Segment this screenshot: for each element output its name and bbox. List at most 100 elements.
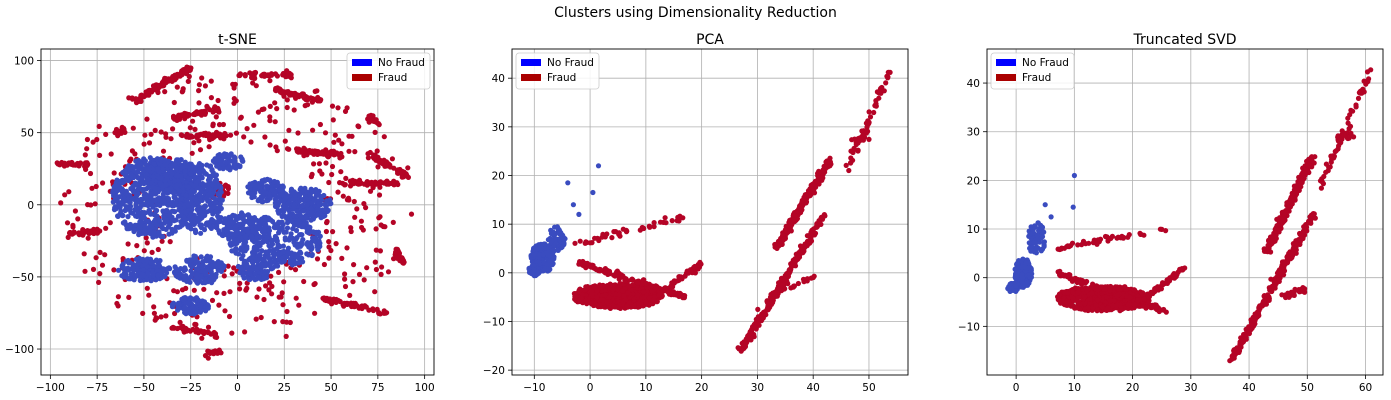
fraud-point (405, 165, 411, 171)
fraud-point (286, 146, 292, 152)
fraud-point (196, 82, 202, 88)
fraud-point (272, 100, 278, 106)
fraud-point (251, 122, 257, 128)
fraud-point (322, 130, 329, 136)
fraud-point (96, 123, 102, 129)
tsne-points (54, 64, 415, 361)
fraud-point (90, 266, 97, 272)
fraud-point (155, 246, 161, 253)
fraud-point (209, 297, 216, 303)
fraud-point (151, 304, 157, 310)
fraud-point (346, 133, 352, 139)
fraud-point (190, 118, 196, 124)
fraud-point (273, 144, 279, 150)
fraud-point (93, 183, 99, 190)
fraud-point (146, 292, 152, 298)
fraud-point (127, 158, 133, 164)
fraud-point (244, 285, 250, 291)
fraud-point (82, 164, 88, 170)
fraud-point (346, 148, 352, 154)
fraud-point (323, 228, 329, 235)
fraud-point (367, 188, 374, 194)
fraud-point (183, 285, 189, 291)
fraud-point (154, 315, 160, 321)
fraud-point (61, 163, 67, 169)
fraud-point (215, 131, 221, 137)
fraud-point (103, 131, 109, 137)
fraud-point (205, 324, 212, 330)
fraud-point (142, 132, 148, 138)
fraud-point (352, 214, 358, 220)
fraud-point (324, 220, 330, 226)
fraud-point (199, 335, 205, 341)
fraud-point (335, 105, 341, 111)
fraud-point (339, 255, 345, 261)
fraud-point (385, 269, 392, 275)
fraud-point (373, 247, 379, 253)
fraud-point (274, 106, 280, 112)
fraud-point (372, 129, 378, 135)
fraud-point (84, 136, 90, 143)
fraud-point (85, 235, 91, 241)
fraud-point (375, 164, 381, 170)
fraud-point (351, 198, 357, 205)
fraud-point (167, 239, 173, 245)
fraud-point (271, 319, 277, 325)
fraud-point (308, 174, 314, 180)
fraud-point (148, 131, 154, 137)
fraud-point (185, 78, 191, 84)
fraud-point (296, 302, 302, 308)
fraud-point (172, 310, 178, 317)
fraud-point (174, 84, 180, 90)
fraud-point (216, 302, 222, 308)
fraud-point (250, 80, 256, 86)
fraud-point (100, 180, 106, 186)
fraud-point (378, 271, 384, 277)
fraud-point (141, 248, 147, 254)
fraud-point (149, 249, 155, 255)
fraud-point (210, 123, 216, 129)
fraud-point (374, 148, 380, 154)
fraud-point (205, 105, 211, 111)
fraud-point (267, 280, 273, 286)
fraud-point (74, 160, 81, 167)
fraud-point (187, 125, 193, 131)
fraud-point (330, 229, 336, 235)
fraud-point (214, 290, 220, 296)
fraud-point (225, 184, 231, 190)
fraud-point (256, 286, 262, 292)
fraud-point (170, 113, 177, 119)
fraud-point (295, 130, 301, 136)
fraud-point (141, 141, 147, 147)
fraud-point (213, 114, 219, 120)
fraud-point (254, 294, 260, 300)
fraud-point (163, 134, 169, 140)
fraud-point (89, 185, 95, 191)
fraud-point (376, 215, 382, 221)
fraud-point (350, 279, 356, 285)
fraud-point (130, 125, 136, 131)
fraud-point (107, 220, 113, 226)
fraud-point (198, 112, 205, 118)
fraud-point (389, 156, 395, 162)
fraud-point (146, 140, 153, 146)
fraud-point (326, 244, 332, 250)
fraud-point (94, 136, 100, 143)
fraud-point (67, 230, 73, 236)
fraud-point (329, 163, 336, 170)
fraud-point (310, 127, 316, 133)
fraud-point (276, 269, 282, 275)
fraud-point (262, 134, 268, 140)
fraud-point (352, 149, 358, 155)
fraud-point (280, 319, 286, 325)
fraud-point (317, 168, 323, 174)
fraud-point (180, 88, 186, 94)
fraud-point (206, 144, 212, 150)
fraud-point (58, 200, 64, 206)
fraud-point (326, 239, 332, 245)
fraud-point (339, 141, 345, 147)
fraud-point (356, 124, 362, 130)
fraud-point (356, 271, 363, 277)
fraud-point (64, 220, 71, 226)
